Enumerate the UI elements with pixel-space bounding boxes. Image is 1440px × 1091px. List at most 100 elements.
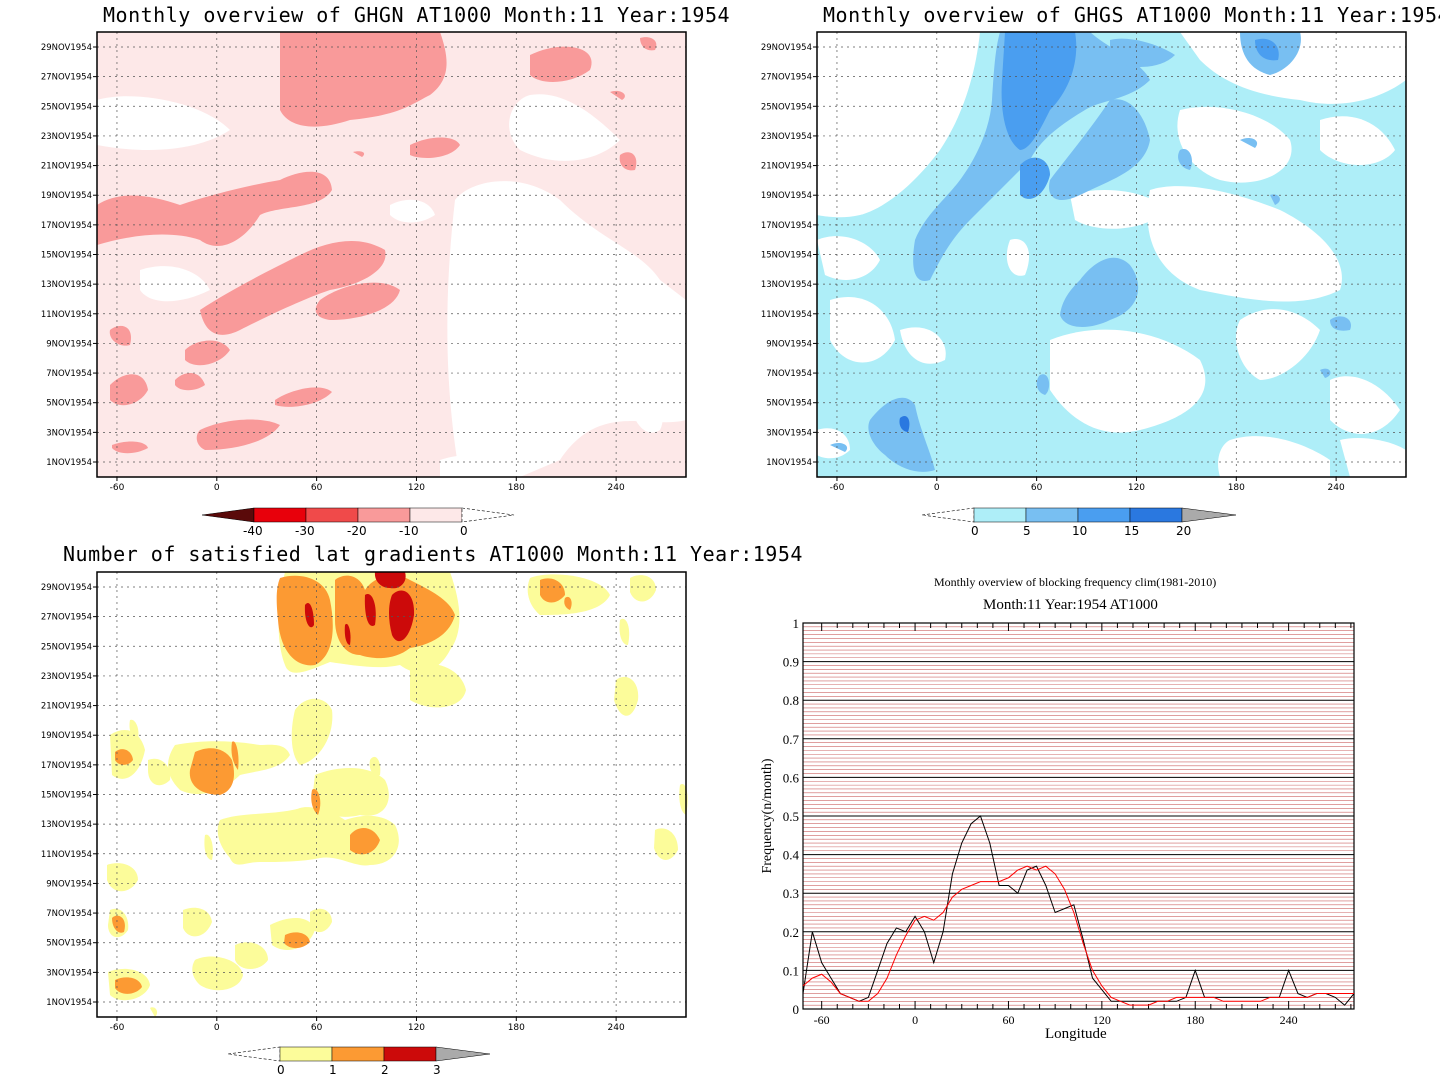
ghgn-cb-label-4: 0: [460, 524, 468, 538]
y-tick-label: 3NOV1954: [766, 428, 812, 438]
y-tick-label: 25NOV1954: [41, 102, 92, 112]
y-tick-label: 21NOV1954: [761, 162, 812, 172]
series-year-line: [802, 815, 1355, 1006]
y-tick-label: 0: [793, 1002, 800, 1017]
y-tick-label: 5NOV1954: [46, 399, 92, 409]
x-tick-label: 180: [1228, 483, 1245, 493]
plot-frame: [816, 31, 1407, 478]
ghgn-axes: -60 0 60 120 180 240 1NOV1954 3NOV1954 5NOV1954 7…: [41, 31, 687, 493]
ghgs-cb-label-4: 20: [1176, 524, 1192, 538]
y-tick-label: 15NOV1954: [41, 791, 92, 801]
y-tick-label: 0.2: [783, 925, 799, 940]
y-tick-label: 13NOV1954: [41, 820, 92, 830]
y-tick-label: 17NOV1954: [41, 761, 92, 771]
y-tick-label: 29NOV1954: [761, 43, 812, 53]
y-tick-label: 9NOV1954: [766, 339, 812, 349]
freq-lines: [802, 815, 1355, 1006]
lat-cb-label-0: 0: [277, 1063, 285, 1077]
y-tick-label: 19NOV1954: [41, 731, 92, 741]
y-tick-label: 21NOV1954: [41, 702, 92, 712]
y-tick-label: 27NOV1954: [41, 613, 92, 623]
y-tick-label: 9NOV1954: [46, 879, 92, 889]
ghgs-cb-label-0: 0: [971, 524, 979, 538]
x-tick-label: 240: [608, 483, 625, 493]
y-tick-label: 29NOV1954: [41, 43, 92, 53]
freq-title: Monthly overview of blocking frequency c…: [934, 575, 1217, 589]
y-tick-label: 7NOV1954: [46, 369, 92, 379]
y-tick-label: 0.7: [783, 732, 800, 747]
x-tick-label: 0: [214, 1023, 220, 1033]
y-tick-label: 11NOV1954: [41, 310, 92, 320]
ghgs-map: -60 0 60 120 180 240 1NOV1954 3NOV1954 5NOV1954 7…: [761, 31, 1407, 493]
y-tick-label: 17NOV1954: [41, 221, 92, 231]
ghgs-cb-label-1: 5: [1023, 524, 1031, 538]
lat-cb-label-1: 1: [329, 1063, 337, 1077]
x-tick-label: 0: [214, 483, 220, 493]
ghgs-title: Monthly overview of GHGS AT1000 Month:11…: [823, 3, 1440, 27]
y-tick-label: 27NOV1954: [761, 73, 812, 83]
lat-cb-label-3: 3: [433, 1063, 441, 1077]
x-tick-label: 120: [408, 1023, 425, 1033]
x-tick-label: 60: [311, 483, 323, 493]
ghgn-cb-label-3: -10: [399, 524, 419, 538]
x-tick-label: 240: [608, 1023, 625, 1033]
freq-xlabel: Longitude: [1045, 1026, 1107, 1042]
y-tick-label: 0.9: [783, 655, 799, 670]
x-tick-label: -60: [110, 483, 125, 493]
lat-title: Number of satisfied lat gradients AT1000…: [63, 542, 803, 566]
y-tick-label: 29NOV1954: [41, 583, 92, 593]
freq-grid: [803, 622, 1354, 1010]
series-clim-line: [802, 865, 1354, 1006]
y-tick-label: 25NOV1954: [41, 642, 92, 652]
x-tick-label: -60: [830, 483, 845, 493]
y-tick-label: 17NOV1954: [761, 221, 812, 231]
y-tick-label: 7NOV1954: [766, 369, 812, 379]
y-tick-label: 5NOV1954: [46, 939, 92, 949]
y-tick-label: 15NOV1954: [41, 251, 92, 261]
y-tick-label: 13NOV1954: [41, 280, 92, 290]
plot-frame: [96, 571, 687, 1018]
x-tick-label: 0: [934, 483, 940, 493]
y-tick-label: 19NOV1954: [761, 191, 812, 201]
y-tick-label: 1: [793, 616, 800, 631]
y-tick-label: 1NOV1954: [46, 998, 92, 1008]
ghgn-cb-label-1: -30: [295, 524, 315, 538]
ghgs-cb-label-3: 15: [1124, 524, 1140, 538]
y-tick-label: 3NOV1954: [46, 968, 92, 978]
x-tick-label: 60: [1031, 483, 1043, 493]
x-tick-label: 120: [1093, 1013, 1111, 1027]
ghgs-axes: -60 0 60 120 180 240 1NOV1954 3NOV1954 5NOV1954 7…: [761, 31, 1407, 493]
freq-axes: 0 0.1 0.2 0.3 0.4 0.5 0.6 0.7 0.8 0.9 1 -60 0 60 120 18…: [783, 616, 1355, 1027]
plot-frame: [802, 622, 1355, 1010]
y-tick-label: 21NOV1954: [41, 162, 92, 172]
ghgs-cb-label-2: 10: [1072, 524, 1088, 538]
y-tick-label: 5NOV1954: [766, 399, 812, 409]
y-tick-label: 1NOV1954: [766, 458, 812, 468]
y-tick-label: 1NOV1954: [46, 458, 92, 468]
y-tick-label: 0.4: [783, 848, 800, 863]
lat-axes: -60 0 60 120 180 240 1NOV1954 3NOV1954 5NOV1954 7…: [41, 571, 687, 1033]
x-tick-label: 180: [1186, 1013, 1204, 1027]
x-tick-label: 0: [912, 1013, 918, 1027]
y-tick-label: 11NOV1954: [761, 310, 812, 320]
y-tick-label: 23NOV1954: [41, 672, 92, 682]
x-tick-label: 240: [1328, 483, 1345, 493]
x-tick-label: -60: [814, 1013, 830, 1027]
x-tick-label: 120: [408, 483, 425, 493]
y-tick-label: 0.6: [783, 770, 800, 785]
y-tick-label: 0.3: [783, 886, 799, 901]
ghgn-cb-label-2: -20: [347, 524, 367, 538]
y-tick-label: 11NOV1954: [41, 850, 92, 860]
x-tick-label: 180: [508, 1023, 525, 1033]
y-tick-label: 27NOV1954: [41, 73, 92, 83]
y-tick-label: 19NOV1954: [41, 191, 92, 201]
x-tick-label: 60: [311, 1023, 323, 1033]
lat-cb-label-2: 2: [381, 1063, 389, 1077]
plot-frame: [96, 31, 687, 478]
x-tick-label: 60: [1002, 1013, 1014, 1027]
y-tick-label: 7NOV1954: [46, 909, 92, 919]
y-tick-label: 0.1: [783, 963, 799, 978]
freq-subtitle: Month:11 Year:1954 AT1000: [983, 597, 1158, 613]
y-tick-label: 0.8: [783, 693, 799, 708]
